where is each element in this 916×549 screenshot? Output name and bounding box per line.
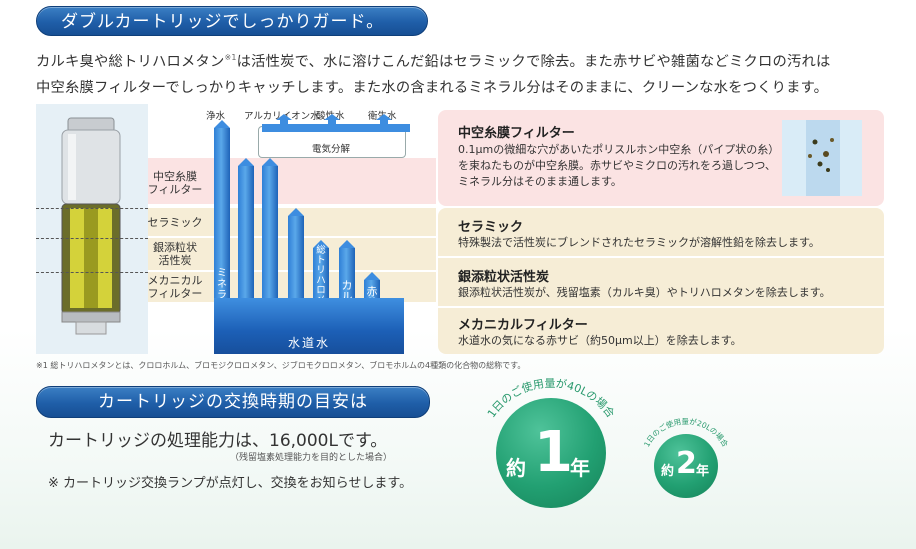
section-title-replacement: カートリッジの交換時期の目安は: [36, 386, 430, 418]
divider-3: [36, 272, 148, 273]
card-filters-group: セラミック 特殊製法で活性炭にブレンドされたセラミックが溶解性鉛を除去します。 …: [438, 208, 884, 354]
card-title-hollow-fiber: 中空糸膜フィルター: [458, 126, 575, 141]
intro-text-1b: は活性炭で、水に溶けこんだ鉛はセラミックで除去。また赤サビや雑菌などミクロの汚れ…: [236, 54, 831, 70]
section-title-text-2: カートリッジの交換時期の目安は: [98, 392, 368, 412]
footnote: ※1 総トリハロメタンとは、クロロホルム、ブロモジクロロメタン、ジブロモクロロメ…: [36, 361, 526, 370]
card-desc-ceramic: 特殊製法で活性炭にブレンドされたセラミックが溶解性鉛を除去します。: [458, 236, 820, 249]
badge-2-year: 約 2 年: [654, 434, 718, 498]
badge-1-num: 1: [534, 420, 573, 485]
intro-text-1a: カルキ臭や総トリハロメタン: [36, 54, 225, 70]
tap-water-label: 水道水: [287, 336, 330, 350]
layer-label-hollow-fiber: 中空糸膜 フィルター: [147, 170, 203, 196]
badge-2-unit: 年: [696, 464, 710, 479]
card-title-mechanical: メカニカルフィルター: [458, 318, 588, 333]
hollow-fiber-photo: [782, 120, 862, 196]
card-desc-hollow-fiber: 0.1μmの微細な穴があいたポリスルホン中空糸（パイプ状の糸）を束ねたものが中空…: [458, 143, 776, 188]
card-divider-2: [438, 306, 884, 308]
layer-label-activated-carbon: 銀添粒状 活性炭: [153, 241, 197, 267]
card-divider-1: [438, 256, 884, 258]
card-desc-mechanical: 水道水の気になる赤サビ（約50μm以上）を除去します。: [458, 334, 742, 347]
column-mold: カビ: [238, 158, 254, 322]
layer-label-mechanical: メカニカル フィルター: [147, 274, 203, 300]
intro-line-1: カルキ臭や総トリハロメタン※1は活性炭で、水に溶けこんだ鉛はセラミックで除去。ま…: [36, 50, 830, 71]
card-hollow-fiber: 中空糸膜フィルター 0.1μmの微細な穴があいたポリスルホン中空糸（パイプ状の糸…: [438, 110, 884, 206]
cartridge-illustration: [61, 117, 121, 335]
capacity-note: （残留塩素処理能力を目的とした場合）: [230, 453, 393, 463]
badge-1-year: 約 1 年: [496, 398, 606, 508]
intro-line-2: 中空糸膜フィルターでしっかりキャッチします。また水の含まれるミネラル分はそのまま…: [36, 80, 829, 96]
electrolysis-arrows: [262, 114, 410, 132]
column-bacteria: 雑菌: [262, 158, 278, 322]
lamp-note: ※ カートリッジ交換ランプが点灯し、交換をお知らせします。: [48, 476, 413, 491]
column-minerals: ミネラル分: [214, 120, 230, 323]
card-title-activated-carbon: 銀添粒状活性炭: [458, 270, 550, 285]
tap-water-base: 水道水: [214, 298, 404, 354]
layer-label-ceramic: セラミック: [147, 216, 203, 229]
column-trihalomethane: 総トリハロメタン: [313, 240, 329, 326]
cartridge-panel: [36, 104, 148, 354]
card-title-ceramic: セラミック: [458, 220, 524, 235]
column-lead: 鉛: [288, 208, 304, 323]
footnote-ref: ※1: [224, 53, 237, 63]
badge-2-num: 2: [676, 446, 697, 481]
column-red-rust: 赤サビ: [364, 272, 380, 319]
section-title-text: ダブルカートリッジでしっかりガード。: [61, 12, 385, 32]
electrolysis-label: 電気分解: [311, 144, 350, 155]
badge-1-unit: 年: [570, 456, 590, 480]
column-chlorine-smell: カルキ臭: [339, 240, 355, 324]
top-label-pure-water: 浄水: [206, 111, 226, 122]
badge-1-pre: 約: [506, 456, 526, 480]
divider-1: [36, 208, 148, 209]
badge-2-pre: 約: [661, 464, 675, 479]
card-desc-activated-carbon: 銀添粒状活性炭が、残留塩素（カルキ臭）やトリハロメタンを除去します。: [458, 286, 831, 299]
divider-2: [36, 238, 148, 239]
capacity-text: カートリッジの処理能力は、16,000Lです。: [48, 431, 388, 451]
section-title-double-cartridge: ダブルカートリッジでしっかりガード。: [36, 6, 428, 36]
